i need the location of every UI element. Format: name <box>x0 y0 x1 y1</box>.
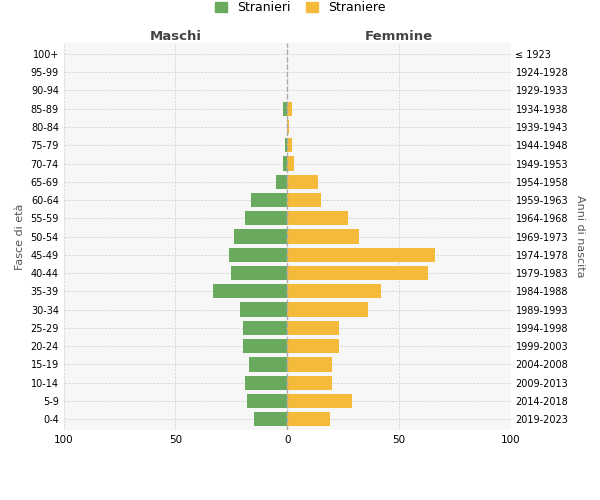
Bar <box>287 266 428 280</box>
Bar <box>249 358 287 372</box>
Bar <box>245 376 287 390</box>
Bar <box>245 211 287 226</box>
Text: Maschi: Maschi <box>149 30 202 43</box>
Bar <box>283 156 287 170</box>
Bar <box>283 102 287 116</box>
Bar <box>287 248 434 262</box>
Bar <box>287 138 292 152</box>
Bar <box>287 120 289 134</box>
Bar <box>287 358 332 372</box>
Bar <box>287 211 347 226</box>
Bar <box>285 138 287 152</box>
Bar <box>287 339 338 353</box>
Bar <box>287 302 368 316</box>
Y-axis label: Anni di nascita: Anni di nascita <box>575 196 585 278</box>
Bar <box>287 102 292 116</box>
Legend: Stranieri, Straniere: Stranieri, Straniere <box>209 0 391 19</box>
Y-axis label: Fasce di età: Fasce di età <box>15 204 25 270</box>
Bar <box>254 412 287 426</box>
Bar <box>287 412 329 426</box>
Bar <box>240 302 287 316</box>
Bar <box>242 339 287 353</box>
Bar <box>247 394 287 408</box>
Bar <box>233 230 287 243</box>
Bar <box>287 394 352 408</box>
Bar <box>232 266 287 280</box>
Bar <box>251 193 287 207</box>
Bar <box>287 376 332 390</box>
Bar <box>287 230 359 243</box>
Bar <box>276 174 287 189</box>
Bar <box>214 284 287 298</box>
Bar <box>287 174 319 189</box>
Bar <box>242 321 287 335</box>
Bar <box>287 284 381 298</box>
Bar <box>287 193 321 207</box>
Bar <box>287 321 338 335</box>
Bar <box>287 156 294 170</box>
Bar <box>229 248 287 262</box>
Text: Femmine: Femmine <box>365 30 433 43</box>
